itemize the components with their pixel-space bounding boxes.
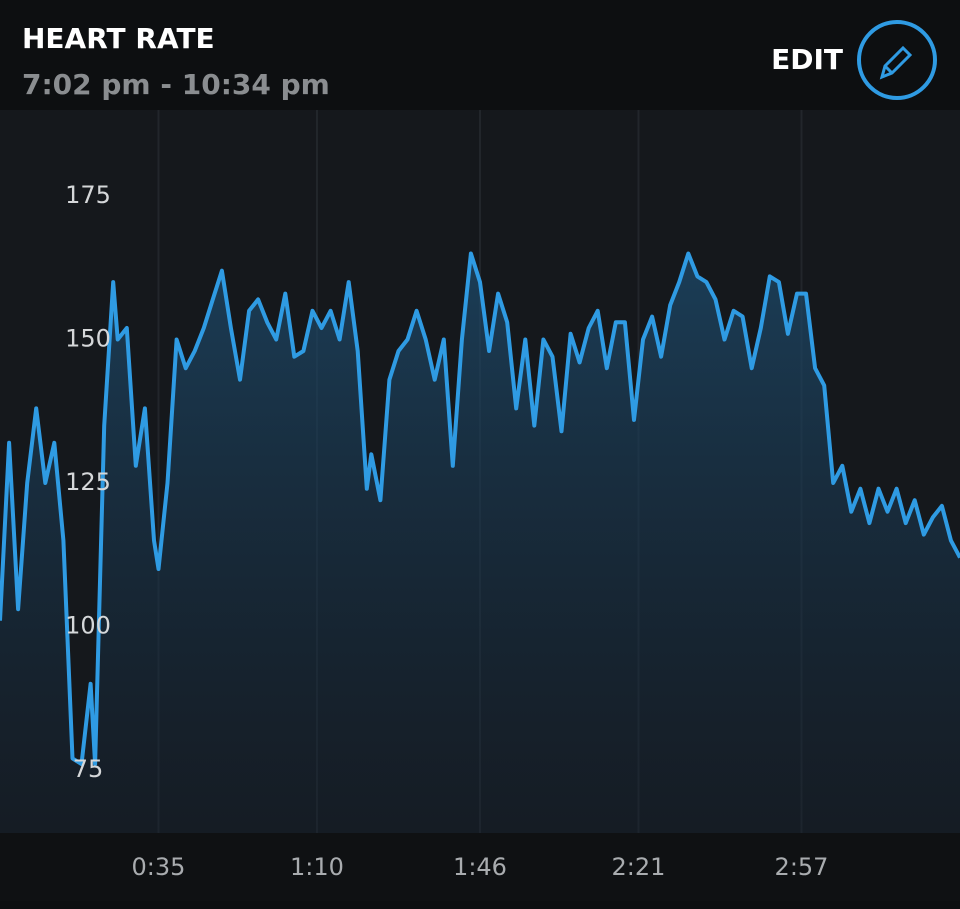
edit-label[interactable]: EDIT [771, 43, 843, 76]
x-tick-label: 0:35 [132, 853, 186, 881]
y-tick-label: 175 [65, 181, 111, 209]
x-tick-label: 1:10 [290, 853, 344, 881]
x-tick-label: 2:57 [775, 853, 829, 881]
labels: 0:35 1:10 1:46 2:21 2:57 75 100 125 150 175 [65, 181, 828, 881]
y-tick-label: 125 [65, 468, 111, 496]
x-axis-band [0, 833, 960, 901]
y-tick-label: 150 [65, 325, 111, 353]
chart-title: HEART RATE [22, 22, 215, 55]
area [0, 253, 960, 833]
chart-subtitle: 7:02 pm - 10:34 pm [22, 68, 330, 101]
edit-button[interactable]: EDIT [771, 20, 937, 100]
y-tick-label: 100 [65, 611, 111, 639]
edit-icon-circle[interactable] [857, 20, 937, 100]
line [0, 251, 960, 767]
x-tick-label: 2:21 [612, 853, 666, 881]
edit-icon-pencil[interactable] [879, 45, 913, 80]
y-tick-label: 75 [73, 755, 104, 783]
x-tick-label: 1:46 [453, 853, 507, 881]
plot [0, 251, 960, 833]
